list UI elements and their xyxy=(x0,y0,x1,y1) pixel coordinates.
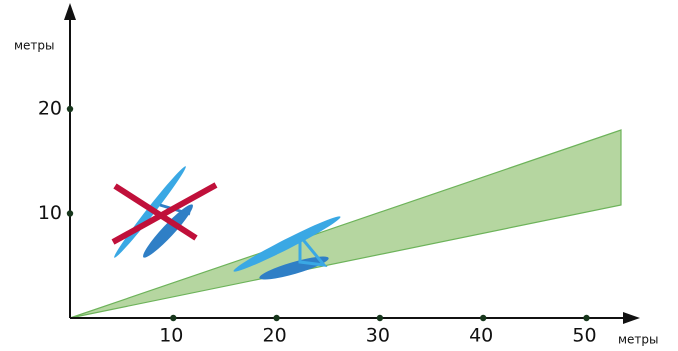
x-tick-dot xyxy=(480,315,486,321)
y-tick-dot xyxy=(67,106,73,112)
x-axis-label: метры xyxy=(618,333,659,347)
y-tick-label: 20 xyxy=(38,98,62,120)
diagram: метры метры 10 20 30 40 50 10 20 xyxy=(0,0,678,351)
glide-cone xyxy=(70,130,621,318)
y-arrow xyxy=(64,3,76,20)
x-tick-label: 20 xyxy=(263,325,287,347)
glider-crossed xyxy=(111,164,216,262)
x-tick-dot xyxy=(583,315,589,321)
x-arrow xyxy=(623,312,640,324)
y-axis-label: метры xyxy=(14,39,55,53)
x-tick-label: 10 xyxy=(159,325,183,347)
x-tick-dot xyxy=(170,315,176,321)
y-tick-dot xyxy=(67,210,73,216)
x-tick-label: 30 xyxy=(366,325,390,347)
y-tick-label: 10 xyxy=(38,202,62,224)
x-tick-label: 50 xyxy=(572,325,596,347)
x-tick-dot xyxy=(377,315,383,321)
x-tick-dot xyxy=(273,315,279,321)
x-tick-label: 40 xyxy=(469,325,493,347)
